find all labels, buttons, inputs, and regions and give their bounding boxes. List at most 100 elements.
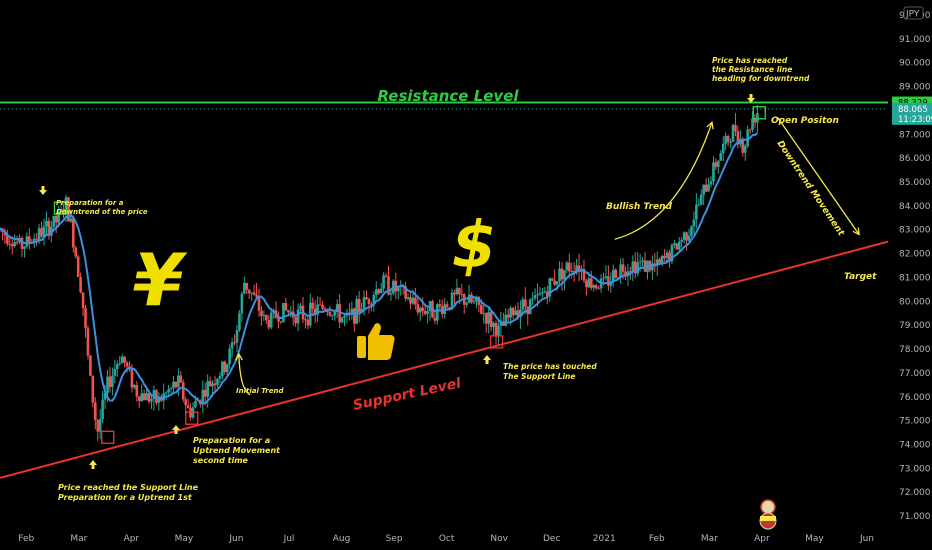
candle-body [472, 301, 476, 303]
candle-body [267, 319, 271, 328]
price-tick-label: 91.000 [899, 35, 931, 45]
price-axis[interactable]: 71.000 72.000 73.000 74.000 75.000 76.000 77.0… [892, 6, 932, 522]
candle-body [103, 393, 107, 400]
candle-body [470, 294, 473, 303]
candle-body [663, 255, 666, 259]
candle-body [453, 292, 456, 295]
candle-body [504, 314, 508, 326]
candle-body [418, 307, 422, 313]
candle-body [677, 241, 681, 250]
dollar-symbol: $ [452, 209, 497, 283]
candle-body [438, 304, 442, 307]
candle-body [23, 246, 26, 249]
time-tick-label: Jun [859, 534, 874, 544]
candle-body [514, 310, 517, 316]
candle-body [602, 277, 605, 279]
candle-body [76, 256, 80, 277]
candle-body [655, 259, 659, 267]
candle-body [458, 288, 461, 295]
candle-body [186, 405, 190, 409]
candle-body [465, 303, 468, 305]
candle-body [370, 304, 373, 306]
candle-body [519, 309, 522, 318]
candle-body [433, 317, 437, 321]
candle-body [137, 396, 141, 401]
support-line [0, 240, 889, 479]
candle-body [260, 310, 263, 317]
candle-body [211, 383, 214, 387]
candle-body [567, 262, 571, 272]
candle-body [313, 308, 317, 315]
candle-body [269, 312, 273, 328]
price-tick-label: 79.000 [899, 321, 931, 331]
candle-body [218, 375, 222, 379]
candle-body [377, 289, 381, 294]
price-tick-label: 81.000 [899, 273, 931, 283]
price-tick-label: 83.000 [899, 226, 931, 236]
candle-body [489, 312, 493, 328]
candle-body [235, 330, 239, 343]
candle-body [695, 204, 698, 220]
current-price-text: 88.065 [898, 105, 928, 115]
candle-body [172, 381, 175, 389]
candle-body [631, 261, 635, 272]
candle-body [699, 194, 703, 205]
time-axis[interactable]: Feb Mar Apr May Jun Jul Aug Sep Oct Nov Dec 2021 Feb… [18, 534, 874, 544]
candle-body [140, 393, 144, 401]
candle-body [108, 376, 112, 388]
candle-body [621, 264, 625, 272]
candle-body [57, 211, 60, 223]
time-tick-label: Mar [70, 534, 87, 544]
target-label: Target [844, 272, 877, 282]
candle-body [355, 298, 359, 324]
candle-body [47, 220, 51, 236]
candle-body [255, 294, 258, 297]
candle-body [252, 292, 256, 295]
touched-support-text: The price has touched [503, 362, 597, 371]
signal-marker-green [53, 201, 68, 215]
candle-body [436, 304, 439, 321]
candle-body [135, 385, 139, 397]
prep-uptrend-arrow [172, 425, 180, 434]
candle-body [589, 278, 593, 288]
time-tick-label: Feb [649, 534, 665, 544]
candle-body [115, 364, 119, 370]
candle-body [167, 389, 170, 393]
time-tick-label: Aug [333, 534, 351, 544]
time-tick-label: May [175, 534, 194, 544]
candle-body [89, 355, 92, 376]
reached-resistance-text: the Resistance line [712, 65, 792, 74]
candle-body [670, 245, 674, 262]
candle-body [565, 262, 569, 271]
candle-body [159, 397, 163, 401]
time-tick-label: Dec [543, 534, 560, 544]
candle-body [208, 381, 212, 387]
price-tick-label: 89.000 [899, 83, 931, 93]
candle-body [585, 280, 588, 288]
candle-body [492, 322, 495, 328]
time-tick-label: Nov [490, 534, 508, 544]
price-tick-label: 85.000 [899, 178, 931, 188]
candle-body [633, 261, 637, 274]
candle-body [675, 243, 679, 250]
price-tick-label: 90.000 [899, 59, 931, 69]
candle-body [194, 400, 197, 408]
candle-body [123, 356, 126, 363]
candle-body [25, 236, 29, 247]
signal-marker-red [185, 411, 199, 425]
candle-body [753, 118, 757, 123]
candle-body [321, 304, 324, 309]
countdown-text: 11:23:09 [898, 115, 932, 125]
candle-body [279, 321, 283, 323]
candle-body [79, 276, 82, 293]
moving-average [0, 132, 759, 405]
candle-body [687, 235, 691, 241]
candle-body [284, 302, 288, 311]
candle-body [692, 219, 696, 227]
candle-body [379, 288, 383, 294]
candle-body [50, 226, 53, 236]
candle-body [604, 276, 608, 278]
candles [0, 104, 759, 441]
candle-body [367, 299, 371, 305]
